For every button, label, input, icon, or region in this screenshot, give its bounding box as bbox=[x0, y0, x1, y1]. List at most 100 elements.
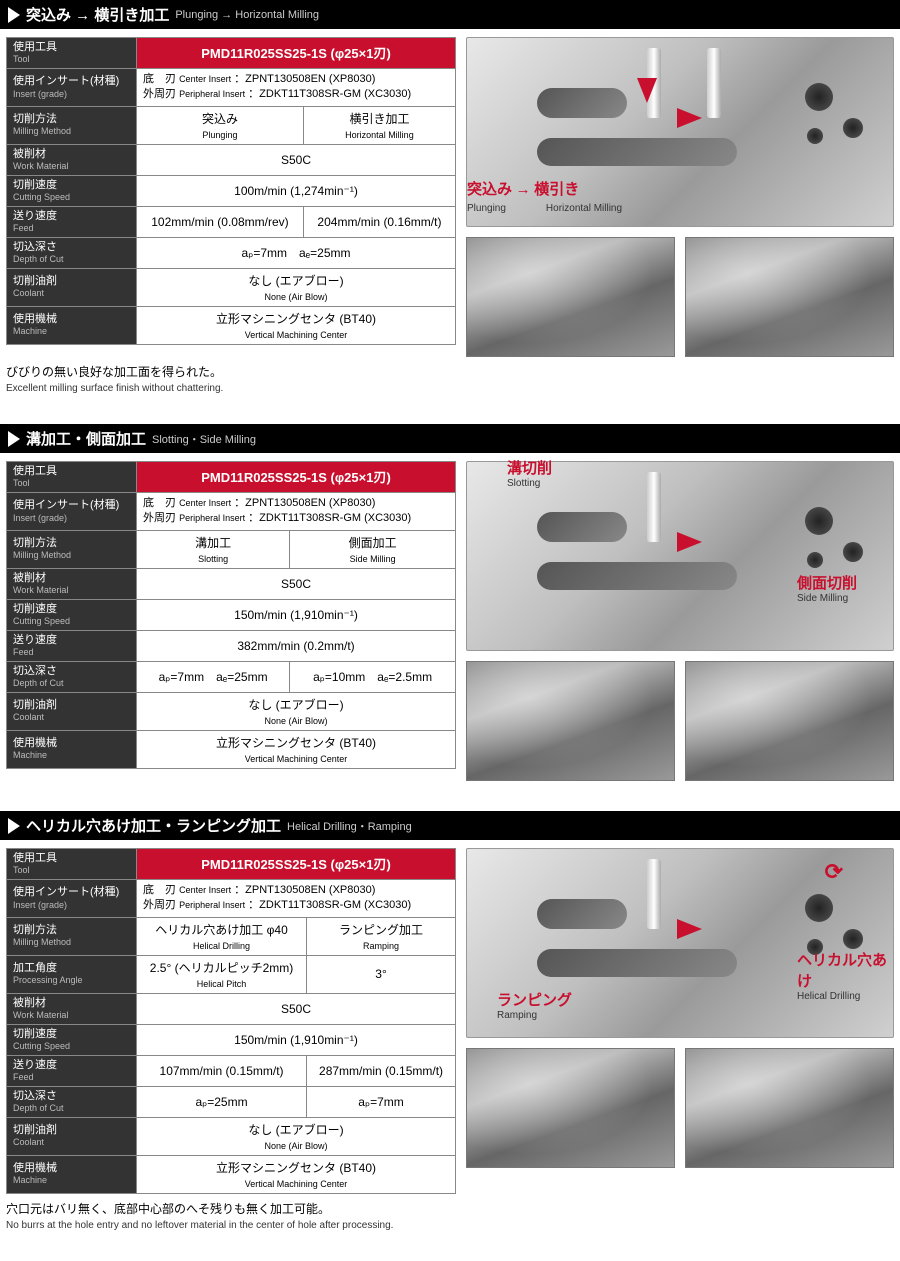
value-cell: なし (エアブロー)None (Air Blow) bbox=[137, 692, 456, 730]
table-row: 切込深さDepth of Cutaₚ=25mmaₚ=7mm bbox=[7, 1086, 456, 1117]
result-photos bbox=[466, 237, 894, 357]
row-label: 使用工具Tool bbox=[7, 849, 137, 880]
slot-shape bbox=[537, 562, 737, 590]
spec-section: ヘリカル穴あけ加工・ランピング加工 Helical Drilling・Rampi… bbox=[0, 811, 900, 1231]
tool-pin bbox=[647, 859, 661, 929]
row-label: 被削材Work Material bbox=[7, 568, 137, 599]
insert-cell: 底 刃 Center Insert ：ZPNT130508EN (XP8030)… bbox=[137, 879, 456, 917]
table-row: 切削方法Milling Method溝加工Slotting側面加工Side Mi… bbox=[7, 530, 456, 568]
row-label: 切削油剤Coolant bbox=[7, 268, 137, 306]
row-label: 使用機械Machine bbox=[7, 306, 137, 344]
table-row: 使用工具ToolPMD11R025SS25-1S (φ25×1刃) bbox=[7, 38, 456, 69]
table-row: 使用機械Machine立形マシニングセンタ (BT40)Vertical Mac… bbox=[7, 306, 456, 344]
value-cell: 107mm/min (0.15mm/t) bbox=[137, 1055, 307, 1086]
table-row: 切削油剤Coolantなし (エアブロー)None (Air Blow) bbox=[7, 1117, 456, 1155]
row-label: 切削方法Milling Method bbox=[7, 530, 137, 568]
slot-shape bbox=[537, 138, 737, 166]
value-cell: 溝加工Slotting bbox=[137, 530, 290, 568]
table-row: 切削方法Milling Method突込みPlunging横引き加工Horizo… bbox=[7, 106, 456, 144]
row-label: 切削速度Cutting Speed bbox=[7, 175, 137, 206]
row-label: 切込深さDepth of Cut bbox=[7, 237, 137, 268]
row-label: 使用工具Tool bbox=[7, 38, 137, 69]
table-row: 送り速度Feed107mm/min (0.15mm/t)287mm/min (0… bbox=[7, 1055, 456, 1086]
workpiece-diagram: 突込み → 横引きPlunging Horizontal Milling bbox=[466, 37, 894, 227]
row-label: 切削油剤Coolant bbox=[7, 1117, 137, 1155]
table-row: 切削速度Cutting Speed100m/min (1,274min⁻¹) bbox=[7, 175, 456, 206]
row-label: 送り速度Feed bbox=[7, 1055, 137, 1086]
value-cell: ヘリカル穴あけ加工 φ40Helical Drilling bbox=[137, 917, 307, 955]
workpiece-diagram: 溝切削Slotting側面切削Side Milling bbox=[466, 461, 894, 651]
row-label: 加工角度Processing Angle bbox=[7, 955, 137, 993]
table-row: 使用工具ToolPMD11R025SS25-1S (φ25×1刃) bbox=[7, 462, 456, 493]
slot-shape bbox=[537, 949, 737, 977]
hole-shape bbox=[805, 83, 833, 111]
banner-title-en: Plunging → Horizontal Milling bbox=[175, 9, 319, 21]
hole-shape bbox=[805, 894, 833, 922]
banner-title-en: Helical Drilling・Ramping bbox=[287, 818, 412, 834]
hole-shape bbox=[843, 118, 863, 138]
row-label: 使用工具Tool bbox=[7, 462, 137, 493]
value-cell: S50C bbox=[137, 993, 456, 1024]
surface-photo bbox=[466, 237, 675, 357]
surface-photo bbox=[466, 661, 675, 781]
value-cell: ランピング加工Ramping bbox=[307, 917, 456, 955]
workpiece-diagram: ⟳ ランピングRampingヘリカル穴あけHelical Drilling bbox=[466, 848, 894, 1038]
table-row: 使用インサート(材種)Insert (grade) 底 刃 Center Ins… bbox=[7, 879, 456, 917]
row-label: 使用インサート(材種)Insert (grade) bbox=[7, 68, 137, 106]
table-row: 切削速度Cutting Speed150m/min (1,910min⁻¹) bbox=[7, 599, 456, 630]
banner-title-en: Slotting・Side Milling bbox=[152, 431, 256, 447]
banner-title-jp: 溝加工・側面加工 bbox=[26, 428, 146, 449]
row-label: 切削方法Milling Method bbox=[7, 917, 137, 955]
value-cell: aₚ=25mm bbox=[137, 1086, 307, 1117]
spiral-icon: ⟳ bbox=[825, 859, 843, 885]
row-label: 切削方法Milling Method bbox=[7, 106, 137, 144]
section-note: びびりの無い良好な加工面を得られた。Excellent milling surf… bbox=[0, 363, 900, 394]
slot-shape bbox=[537, 88, 627, 118]
value-cell: 3° bbox=[307, 955, 456, 993]
spec-section: 突込み → 横引き加工 Plunging → Horizontal Millin… bbox=[0, 0, 900, 394]
result-photos bbox=[466, 1048, 894, 1168]
tool-cell: PMD11R025SS25-1S (φ25×1刃) bbox=[137, 38, 456, 69]
value-cell: aₚ=7mm aₑ=25mm bbox=[137, 237, 456, 268]
spec-section: 溝加工・側面加工 Slotting・Side Milling 使用工具ToolP… bbox=[0, 424, 900, 781]
value-cell: 150m/min (1,910min⁻¹) bbox=[137, 1024, 456, 1055]
surface-photo bbox=[685, 1048, 894, 1168]
row-label: 切削速度Cutting Speed bbox=[7, 599, 137, 630]
diagram-callout: 溝切削Slotting bbox=[507, 457, 552, 489]
value-cell: 287mm/min (0.15mm/t) bbox=[307, 1055, 456, 1086]
row-label: 送り速度Feed bbox=[7, 630, 137, 661]
arrow-icon bbox=[637, 78, 657, 103]
value-cell: 立形マシニングセンタ (BT40)Vertical Machining Cent… bbox=[137, 730, 456, 768]
arrow-icon bbox=[677, 108, 702, 128]
row-label: 使用インサート(材種)Insert (grade) bbox=[7, 879, 137, 917]
row-label: 使用インサート(材種)Insert (grade) bbox=[7, 492, 137, 530]
value-cell: 2.5° (ヘリカルピッチ2mm)Helical Pitch bbox=[137, 955, 307, 993]
table-row: 切削速度Cutting Speed150m/min (1,910min⁻¹) bbox=[7, 1024, 456, 1055]
table-row: 使用機械Machine立形マシニングセンタ (BT40)Vertical Mac… bbox=[7, 1155, 456, 1193]
triangle-icon bbox=[8, 431, 20, 447]
diagram-callout: ランピングRamping bbox=[497, 989, 572, 1021]
hole-shape bbox=[807, 128, 823, 144]
triangle-icon bbox=[8, 7, 20, 23]
value-cell: 横引き加工Horizontal Milling bbox=[303, 106, 455, 144]
arrow-icon bbox=[677, 919, 702, 939]
table-row: 送り速度Feed102mm/min (0.08mm/rev)204mm/min … bbox=[7, 206, 456, 237]
spec-table: 使用工具ToolPMD11R025SS25-1S (φ25×1刃)使用インサート… bbox=[6, 848, 456, 1194]
table-row: 切削油剤Coolantなし (エアブロー)None (Air Blow) bbox=[7, 268, 456, 306]
row-label: 被削材Work Material bbox=[7, 993, 137, 1024]
hole-shape bbox=[805, 507, 833, 535]
tool-cell: PMD11R025SS25-1S (φ25×1刃) bbox=[137, 849, 456, 880]
section-note: 穴口元はバリ無く、底部中心部のへそ残りも無く加工可能。No burrs at t… bbox=[0, 1200, 900, 1231]
insert-cell: 底 刃 Center Insert ：ZPNT130508EN (XP8030)… bbox=[137, 68, 456, 106]
table-row: 使用インサート(材種)Insert (grade) 底 刃 Center Ins… bbox=[7, 68, 456, 106]
banner-title-jp: 突込み → 横引き加工 bbox=[26, 4, 169, 25]
triangle-icon bbox=[8, 818, 20, 834]
value-cell: 立形マシニングセンタ (BT40)Vertical Machining Cent… bbox=[137, 1155, 456, 1193]
arrow-icon bbox=[677, 532, 702, 552]
table-row: 切削油剤Coolantなし (エアブロー)None (Air Blow) bbox=[7, 692, 456, 730]
banner-title-jp: ヘリカル穴あけ加工・ランピング加工 bbox=[26, 815, 281, 836]
row-label: 被削材Work Material bbox=[7, 144, 137, 175]
surface-photo bbox=[685, 237, 894, 357]
value-cell: 100m/min (1,274min⁻¹) bbox=[137, 175, 456, 206]
surface-photo bbox=[685, 661, 894, 781]
